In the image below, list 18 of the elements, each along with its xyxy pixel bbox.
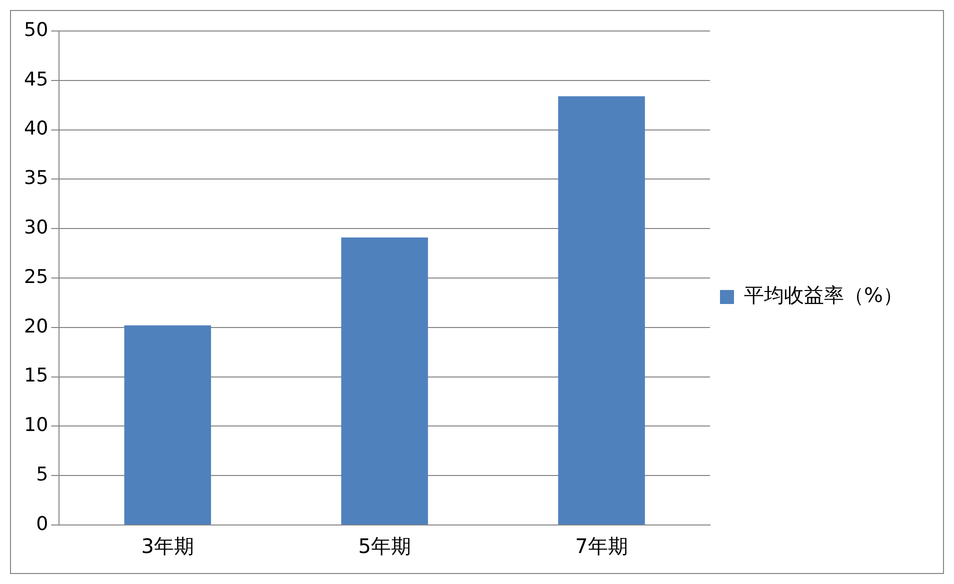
y-tick-label: 25 [24,266,48,288]
y-tick-label: 50 [24,18,48,41]
x-tick-label: 5年期 [358,534,411,558]
bar [124,325,212,524]
y-tick-label: 0 [36,512,48,535]
y-tick-label: 5 [36,464,48,486]
y-tick-label: 35 [24,167,48,190]
x-tick-label: 3年期 [141,534,194,558]
y-tick-label: 45 [24,68,48,90]
y-tick-label: 40 [24,118,48,140]
y-tick-label: 15 [24,364,48,387]
y-tick-label: 20 [24,315,48,338]
legend-label: 平均收益率（%） [744,283,904,308]
bar [558,96,645,524]
bar [341,237,428,524]
x-tick-label: 7年期 [575,534,628,558]
y-tick-label: 30 [24,216,48,239]
y-tick-label: 10 [24,414,48,436]
